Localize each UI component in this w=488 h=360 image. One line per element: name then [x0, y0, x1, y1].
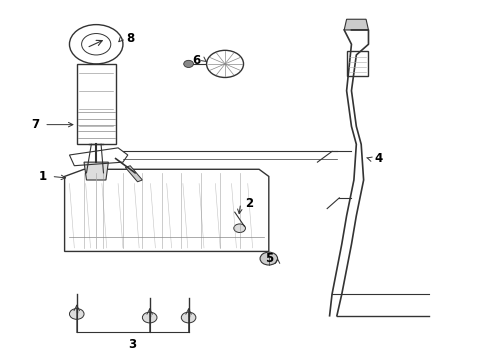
Circle shape: [183, 60, 193, 67]
Text: 7: 7: [31, 118, 40, 131]
Circle shape: [181, 312, 196, 323]
Circle shape: [260, 252, 277, 265]
Text: 4: 4: [373, 152, 382, 165]
Text: 5: 5: [264, 252, 272, 265]
Text: 2: 2: [245, 197, 253, 210]
Circle shape: [233, 224, 245, 233]
Circle shape: [69, 309, 84, 319]
Text: 6: 6: [191, 54, 200, 67]
Polygon shape: [344, 19, 368, 30]
Circle shape: [142, 312, 157, 323]
Polygon shape: [84, 162, 108, 180]
Text: 1: 1: [39, 170, 47, 183]
Polygon shape: [125, 166, 142, 182]
Text: 8: 8: [126, 32, 134, 45]
Text: 3: 3: [128, 338, 137, 351]
